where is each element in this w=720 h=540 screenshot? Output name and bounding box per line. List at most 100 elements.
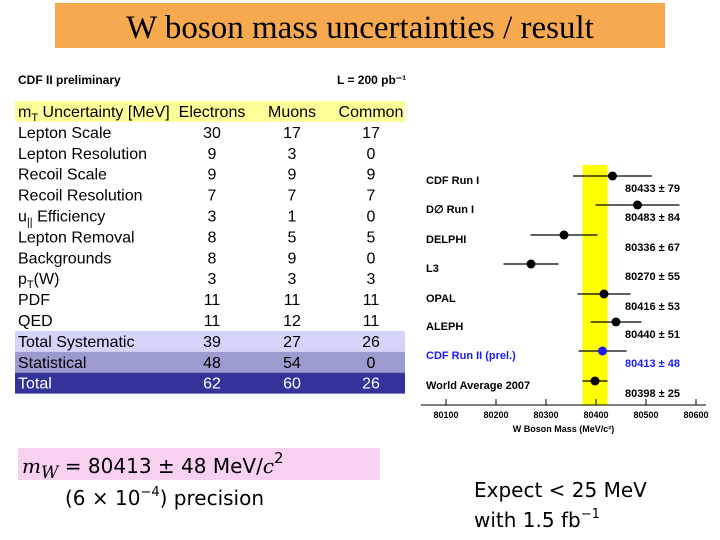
precision: (6 × 10−4) precision bbox=[65, 485, 264, 510]
row-label: Recoil Resolution bbox=[18, 188, 143, 205]
precision-post: ) precision bbox=[160, 486, 264, 510]
row-label-rest: Efficiency bbox=[33, 209, 106, 226]
row-label: Backgrounds bbox=[18, 250, 111, 267]
point bbox=[559, 230, 569, 240]
title-box bbox=[55, 3, 665, 48]
title: W boson mass uncertainties / result bbox=[126, 10, 594, 46]
x-tick-label: 80200 bbox=[483, 410, 508, 420]
column-header-rest: Uncertainty [MeV] bbox=[38, 104, 170, 121]
row-label: Lepton Resolution bbox=[18, 146, 147, 163]
point bbox=[590, 376, 600, 386]
experiment-label: ALEPH bbox=[426, 321, 463, 333]
lumi: L = 200 pb⁻¹ bbox=[337, 73, 406, 87]
row-label: pT(W) bbox=[18, 271, 59, 291]
cell: 12 bbox=[283, 313, 301, 330]
value-label: 80433 ± 79 bbox=[625, 183, 680, 195]
cell: 3 bbox=[367, 271, 376, 288]
expect-line: with 1.5 fb−1 bbox=[474, 507, 600, 532]
row-label-base: p bbox=[18, 271, 27, 288]
cell: 0 bbox=[367, 355, 376, 372]
cell: 27 bbox=[283, 334, 301, 351]
header-bg bbox=[15, 101, 405, 122]
precision-sup: −4 bbox=[140, 485, 159, 500]
value-label: 80398 ± 25 bbox=[625, 388, 680, 400]
result-formula: mW = 80413 ± 48 MeV/c2 bbox=[22, 449, 284, 483]
x-tick-label: 80500 bbox=[633, 410, 658, 420]
column-header: Muons bbox=[268, 104, 316, 121]
cell: 39 bbox=[203, 334, 221, 351]
cell: 11 bbox=[363, 292, 380, 309]
cell: 8 bbox=[208, 250, 217, 267]
cell: 5 bbox=[288, 229, 297, 246]
point bbox=[599, 289, 609, 299]
cell: 54 bbox=[283, 355, 301, 372]
row-bg bbox=[15, 372, 405, 394]
cell: 11 bbox=[204, 292, 221, 309]
row-label: Total bbox=[18, 376, 52, 393]
row-label: Total Systematic bbox=[18, 334, 134, 351]
symbol: c bbox=[263, 454, 274, 478]
experiment-label: L3 bbox=[426, 263, 439, 275]
expect-line: Expect < 25 MeV bbox=[474, 478, 647, 502]
table-caption: CDF II preliminary bbox=[18, 73, 121, 87]
row-label-base: u bbox=[18, 209, 27, 226]
x-tick-label: 80300 bbox=[533, 410, 558, 420]
result-box bbox=[18, 448, 380, 480]
cell: 9 bbox=[208, 167, 217, 184]
cell: 0 bbox=[367, 146, 376, 163]
cell: 1 bbox=[288, 209, 297, 226]
row-label: u|| Efficiency bbox=[18, 209, 105, 229]
cell: 3 bbox=[208, 209, 217, 226]
row-label: PDF bbox=[18, 292, 50, 309]
row-label: Statistical bbox=[18, 355, 86, 372]
cell: 0 bbox=[367, 250, 376, 267]
cell: 17 bbox=[283, 125, 301, 142]
cell: 9 bbox=[367, 167, 376, 184]
expect-sup: −1 bbox=[581, 507, 600, 522]
cell: 3 bbox=[288, 146, 297, 163]
x-tick-label: 80600 bbox=[683, 410, 708, 420]
value-label: 80416 ± 53 bbox=[625, 301, 680, 313]
experiment-label: World Average 2007 bbox=[426, 380, 530, 392]
cell: 11 bbox=[204, 313, 221, 330]
rhs: = 80413 ± 48 MeV/ bbox=[58, 454, 263, 478]
cell: 7 bbox=[367, 188, 376, 205]
point bbox=[598, 346, 607, 356]
experiment-label: DELPHI bbox=[426, 234, 466, 246]
column-header: mT Uncertainty [MeV] bbox=[18, 104, 170, 124]
column-header: Common bbox=[339, 104, 404, 121]
world-average-band bbox=[582, 165, 608, 405]
expect-text: with 1.5 fb bbox=[474, 508, 581, 532]
point bbox=[526, 259, 536, 269]
x-tick-label: 80100 bbox=[433, 410, 458, 420]
x-axis-label: W Boson Mass (MeV/c²) bbox=[513, 424, 615, 434]
cell: 26 bbox=[362, 376, 380, 393]
cell: 0 bbox=[367, 209, 376, 226]
x-tick-label: 80400 bbox=[583, 410, 608, 420]
row-bg bbox=[15, 351, 405, 373]
cell: 5 bbox=[367, 229, 376, 246]
row-label: Lepton Scale bbox=[18, 125, 112, 142]
cell: 9 bbox=[208, 146, 217, 163]
cell: 7 bbox=[288, 188, 297, 205]
cell: 48 bbox=[203, 355, 221, 372]
point bbox=[611, 317, 621, 327]
column-header: Electrons bbox=[179, 104, 246, 121]
cell: 9 bbox=[288, 167, 297, 184]
row-label-sub: || bbox=[27, 217, 33, 229]
experiment-label: OPAL bbox=[426, 293, 456, 305]
column-header-sub: T bbox=[31, 112, 38, 124]
superscript: 2 bbox=[274, 449, 284, 467]
cell: 7 bbox=[208, 188, 217, 205]
value-label: 80440 ± 51 bbox=[625, 329, 680, 341]
column-header-base: m bbox=[18, 104, 31, 121]
value-label: 80336 ± 67 bbox=[625, 242, 680, 254]
value-label: 80270 ± 55 bbox=[625, 271, 680, 283]
cell: 3 bbox=[288, 271, 297, 288]
cell: 11 bbox=[284, 292, 301, 309]
precision-pre: (6 × 10 bbox=[65, 486, 140, 510]
point bbox=[633, 200, 642, 210]
cell: 60 bbox=[283, 376, 301, 393]
cell: 26 bbox=[362, 334, 380, 351]
